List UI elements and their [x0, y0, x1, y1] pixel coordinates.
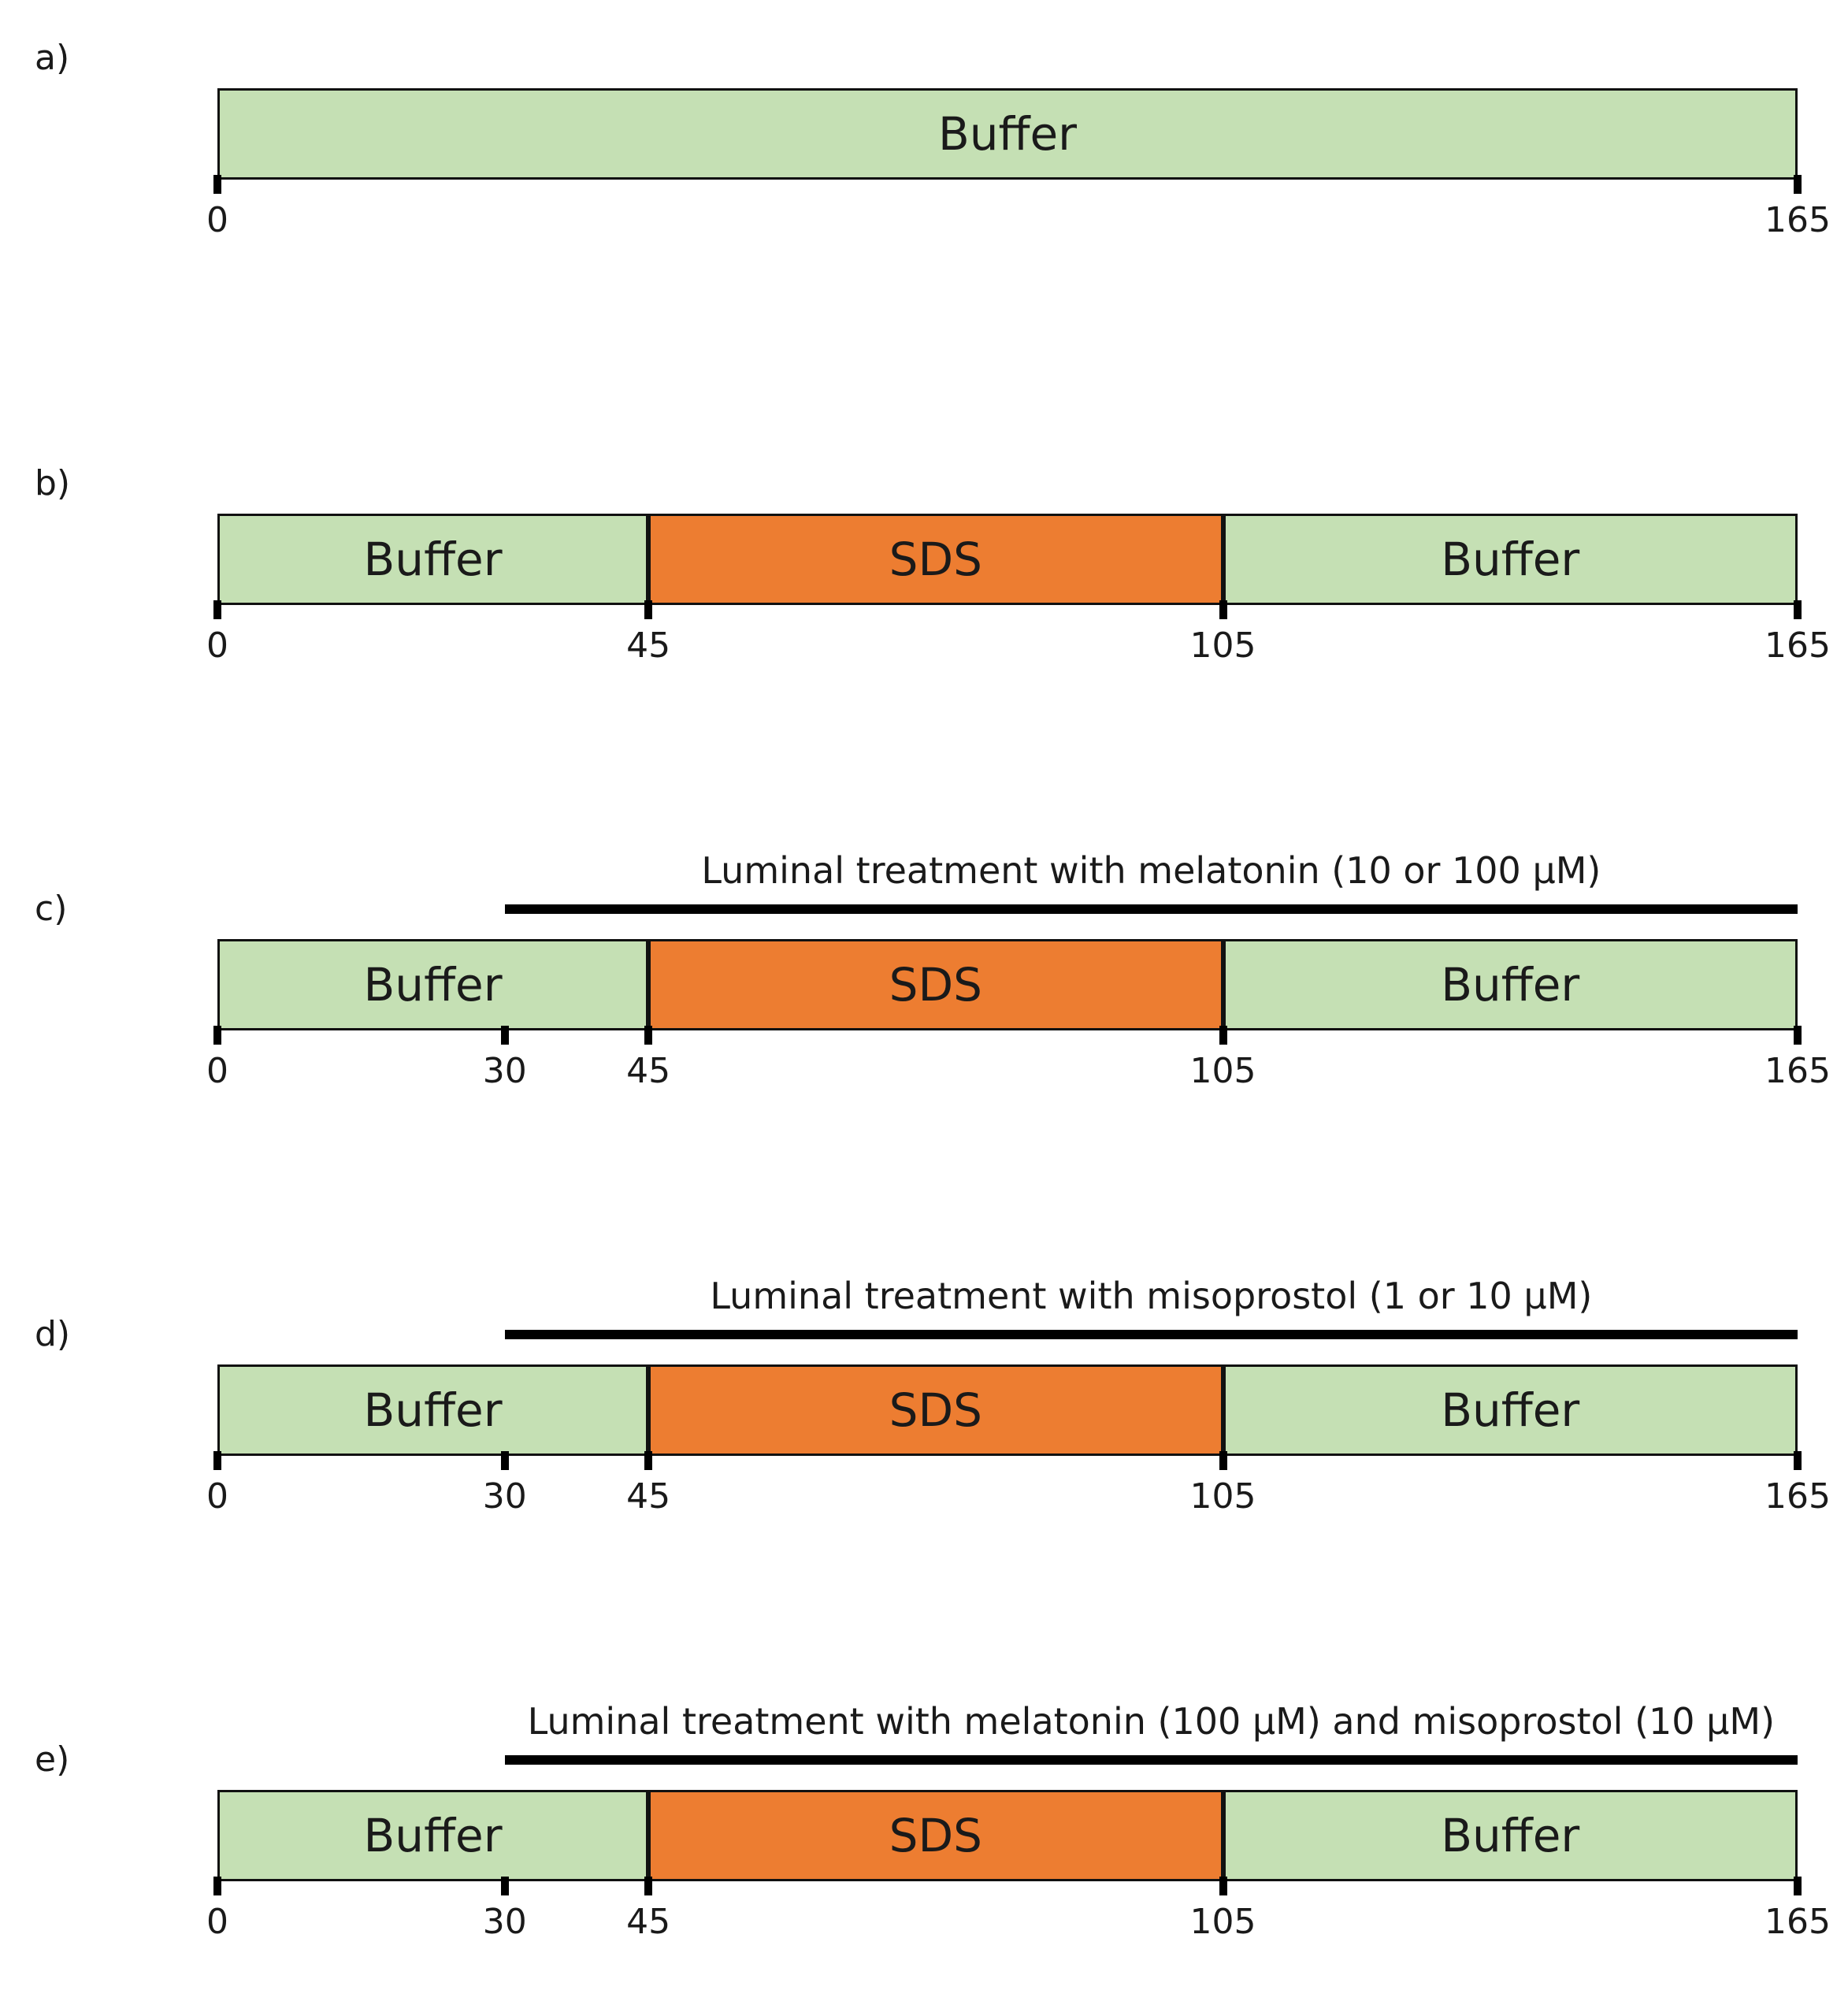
segment-buffer: Buffer — [217, 1790, 649, 1881]
segment-sds: SDS — [648, 514, 1223, 605]
tick-label: 105 — [1189, 626, 1256, 666]
tick-mark — [1794, 1877, 1802, 1895]
tick-mark — [500, 1026, 509, 1045]
tick-mark — [644, 1451, 653, 1470]
tick-mark — [644, 1026, 653, 1045]
tick-mark — [644, 1877, 653, 1895]
timeline-panel-b: b) Buffer SDS Buffer 0 45 105 165 — [0, 457, 1848, 693]
segment-sds: SDS — [648, 939, 1223, 1030]
treatment-label: Luminal treatment with misoprostol (1 or… — [710, 1275, 1593, 1317]
tick-label: 0 — [206, 1051, 228, 1091]
tick-mark — [500, 1451, 509, 1470]
panel-label: d) — [35, 1314, 71, 1354]
tick-mark — [1219, 1026, 1227, 1045]
tick-mark — [1219, 1877, 1227, 1895]
segment-buffer: Buffer — [1223, 939, 1798, 1030]
tick-label: 45 — [626, 1902, 671, 1942]
tick-mark — [1794, 1451, 1802, 1470]
tick-label: 165 — [1765, 1051, 1831, 1091]
tick-label: 165 — [1765, 1902, 1831, 1942]
panel-label: c) — [35, 889, 68, 929]
tick-label: 0 — [206, 1902, 228, 1942]
tick-label: 45 — [626, 1051, 671, 1091]
tick-label: 30 — [482, 1902, 527, 1942]
tick-label: 165 — [1765, 1476, 1831, 1517]
segment-buffer: Buffer — [217, 939, 649, 1030]
segment-buffer: Buffer — [1223, 514, 1798, 605]
segment-buffer: Buffer — [217, 1364, 649, 1456]
tick-mark — [1794, 175, 1802, 194]
tick-mark — [1219, 1451, 1227, 1470]
timeline-panel-e: e) Luminal treatment with melatonin (100 … — [0, 1703, 1848, 1970]
tick-mark — [1219, 600, 1227, 619]
tick-label: 165 — [1765, 626, 1831, 666]
tick-mark — [213, 1877, 221, 1895]
tick-label: 30 — [482, 1051, 527, 1091]
tick-label: 0 — [206, 1476, 228, 1517]
tick-label: 105 — [1189, 1902, 1256, 1942]
segment-sds: SDS — [648, 1790, 1223, 1881]
tick-label: 45 — [626, 1476, 671, 1517]
tick-label: 0 — [206, 626, 228, 666]
treatment-label: Luminal treatment with melatonin (10 or … — [701, 849, 1601, 892]
treatment-line — [504, 1330, 1798, 1339]
tick-mark — [1794, 600, 1802, 619]
tick-mark — [500, 1877, 509, 1895]
timeline-panel-a: a) Buffer 0 165 — [0, 32, 1848, 268]
segment-buffer: Buffer — [1223, 1364, 1798, 1456]
panel-label: b) — [35, 463, 71, 503]
panel-label: a) — [35, 38, 70, 78]
tick-mark — [213, 600, 221, 619]
segment-buffer: Buffer — [217, 514, 649, 605]
tick-mark — [213, 1026, 221, 1045]
treatment-line — [504, 904, 1798, 914]
tick-label: 105 — [1189, 1476, 1256, 1517]
treatment-line — [504, 1755, 1798, 1765]
tick-label: 165 — [1765, 200, 1831, 240]
segment-buffer: Buffer — [1223, 1790, 1798, 1881]
tick-label: 105 — [1189, 1051, 1256, 1091]
timeline-panel-c: c) Luminal treatment with melatonin (10 o… — [0, 852, 1848, 1119]
segment-buffer: Buffer — [217, 88, 1798, 180]
treatment-label: Luminal treatment with melatonin (100 µM… — [527, 1700, 1776, 1743]
tick-mark — [213, 175, 221, 194]
tick-label: 45 — [626, 626, 671, 666]
tick-mark — [644, 600, 653, 619]
tick-mark — [213, 1451, 221, 1470]
tick-mark — [1794, 1026, 1802, 1045]
tick-label: 0 — [206, 200, 228, 240]
tick-label: 30 — [482, 1476, 527, 1517]
timeline-panel-d: d) Luminal treatment with misoprostol (1 … — [0, 1278, 1848, 1544]
segment-sds: SDS — [648, 1364, 1223, 1456]
panel-label: e) — [35, 1739, 70, 1780]
